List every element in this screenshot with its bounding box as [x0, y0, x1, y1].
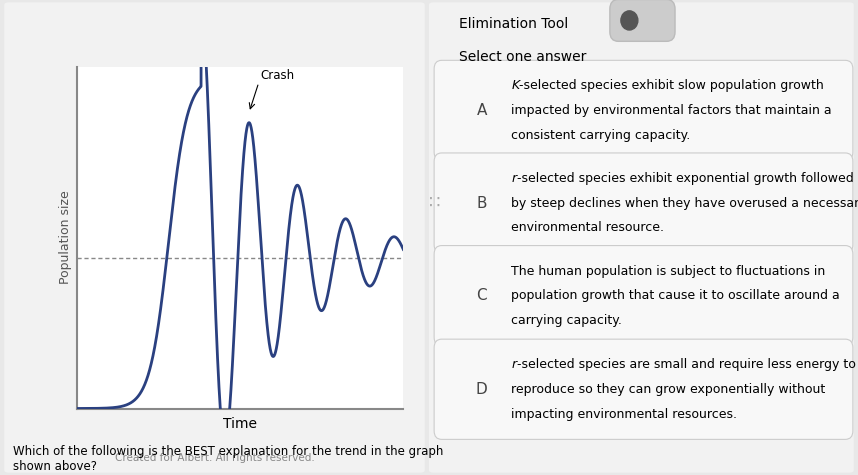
- Y-axis label: Population size: Population size: [58, 190, 72, 285]
- FancyBboxPatch shape: [434, 153, 853, 253]
- Text: impacted by environmental factors that maintain a: impacted by environmental factors that m…: [511, 104, 831, 117]
- Text: A: A: [476, 103, 486, 118]
- Text: The human population is subject to fluctuations in: The human population is subject to fluct…: [511, 265, 825, 277]
- Text: impacting environmental resources.: impacting environmental resources.: [511, 408, 737, 420]
- Text: -selected species exhibit exponential growth followed: -selected species exhibit exponential gr…: [517, 172, 854, 185]
- Text: Select one answer: Select one answer: [458, 50, 586, 64]
- Text: B: B: [476, 196, 486, 210]
- Text: Crash: Crash: [261, 69, 294, 83]
- Text: Created for Albert. All rights reserved.: Created for Albert. All rights reserved.: [115, 453, 314, 463]
- Text: carrying capacity.: carrying capacity.: [511, 314, 622, 327]
- Text: Overshoot: Overshoot: [119, 0, 181, 3]
- Text: C: C: [476, 288, 487, 303]
- FancyBboxPatch shape: [434, 339, 853, 439]
- Text: reproduce so they can grow exponentially without: reproduce so they can grow exponentially…: [511, 383, 825, 396]
- Text: consistent carrying capacity.: consistent carrying capacity.: [511, 129, 691, 142]
- FancyBboxPatch shape: [434, 60, 853, 161]
- Text: $\mathit{r}$: $\mathit{r}$: [511, 358, 519, 371]
- FancyBboxPatch shape: [610, 0, 675, 41]
- Text: -selected species are small and require less energy to: -selected species are small and require …: [517, 358, 856, 371]
- FancyBboxPatch shape: [434, 246, 853, 346]
- X-axis label: Time: Time: [223, 417, 257, 431]
- Text: -selected species exhibit slow population growth: -selected species exhibit slow populatio…: [519, 79, 825, 92]
- Text: by steep declines when they have overused a necessary: by steep declines when they have overuse…: [511, 197, 858, 209]
- Circle shape: [621, 11, 637, 30]
- Text: population growth that cause it to oscillate around a: population growth that cause it to oscil…: [511, 289, 840, 302]
- Text: D: D: [476, 382, 487, 397]
- Text: Elimination Tool: Elimination Tool: [458, 17, 568, 30]
- Text: $\mathit{r}$: $\mathit{r}$: [511, 172, 519, 185]
- Text: $\mathit{K}$: $\mathit{K}$: [511, 79, 523, 92]
- Text: environmental resource.: environmental resource.: [511, 221, 664, 234]
- Text: ∷: ∷: [429, 194, 441, 212]
- Text: Which of the following is the BEST explanation for the trend in the graph
shown : Which of the following is the BEST expla…: [13, 445, 444, 473]
